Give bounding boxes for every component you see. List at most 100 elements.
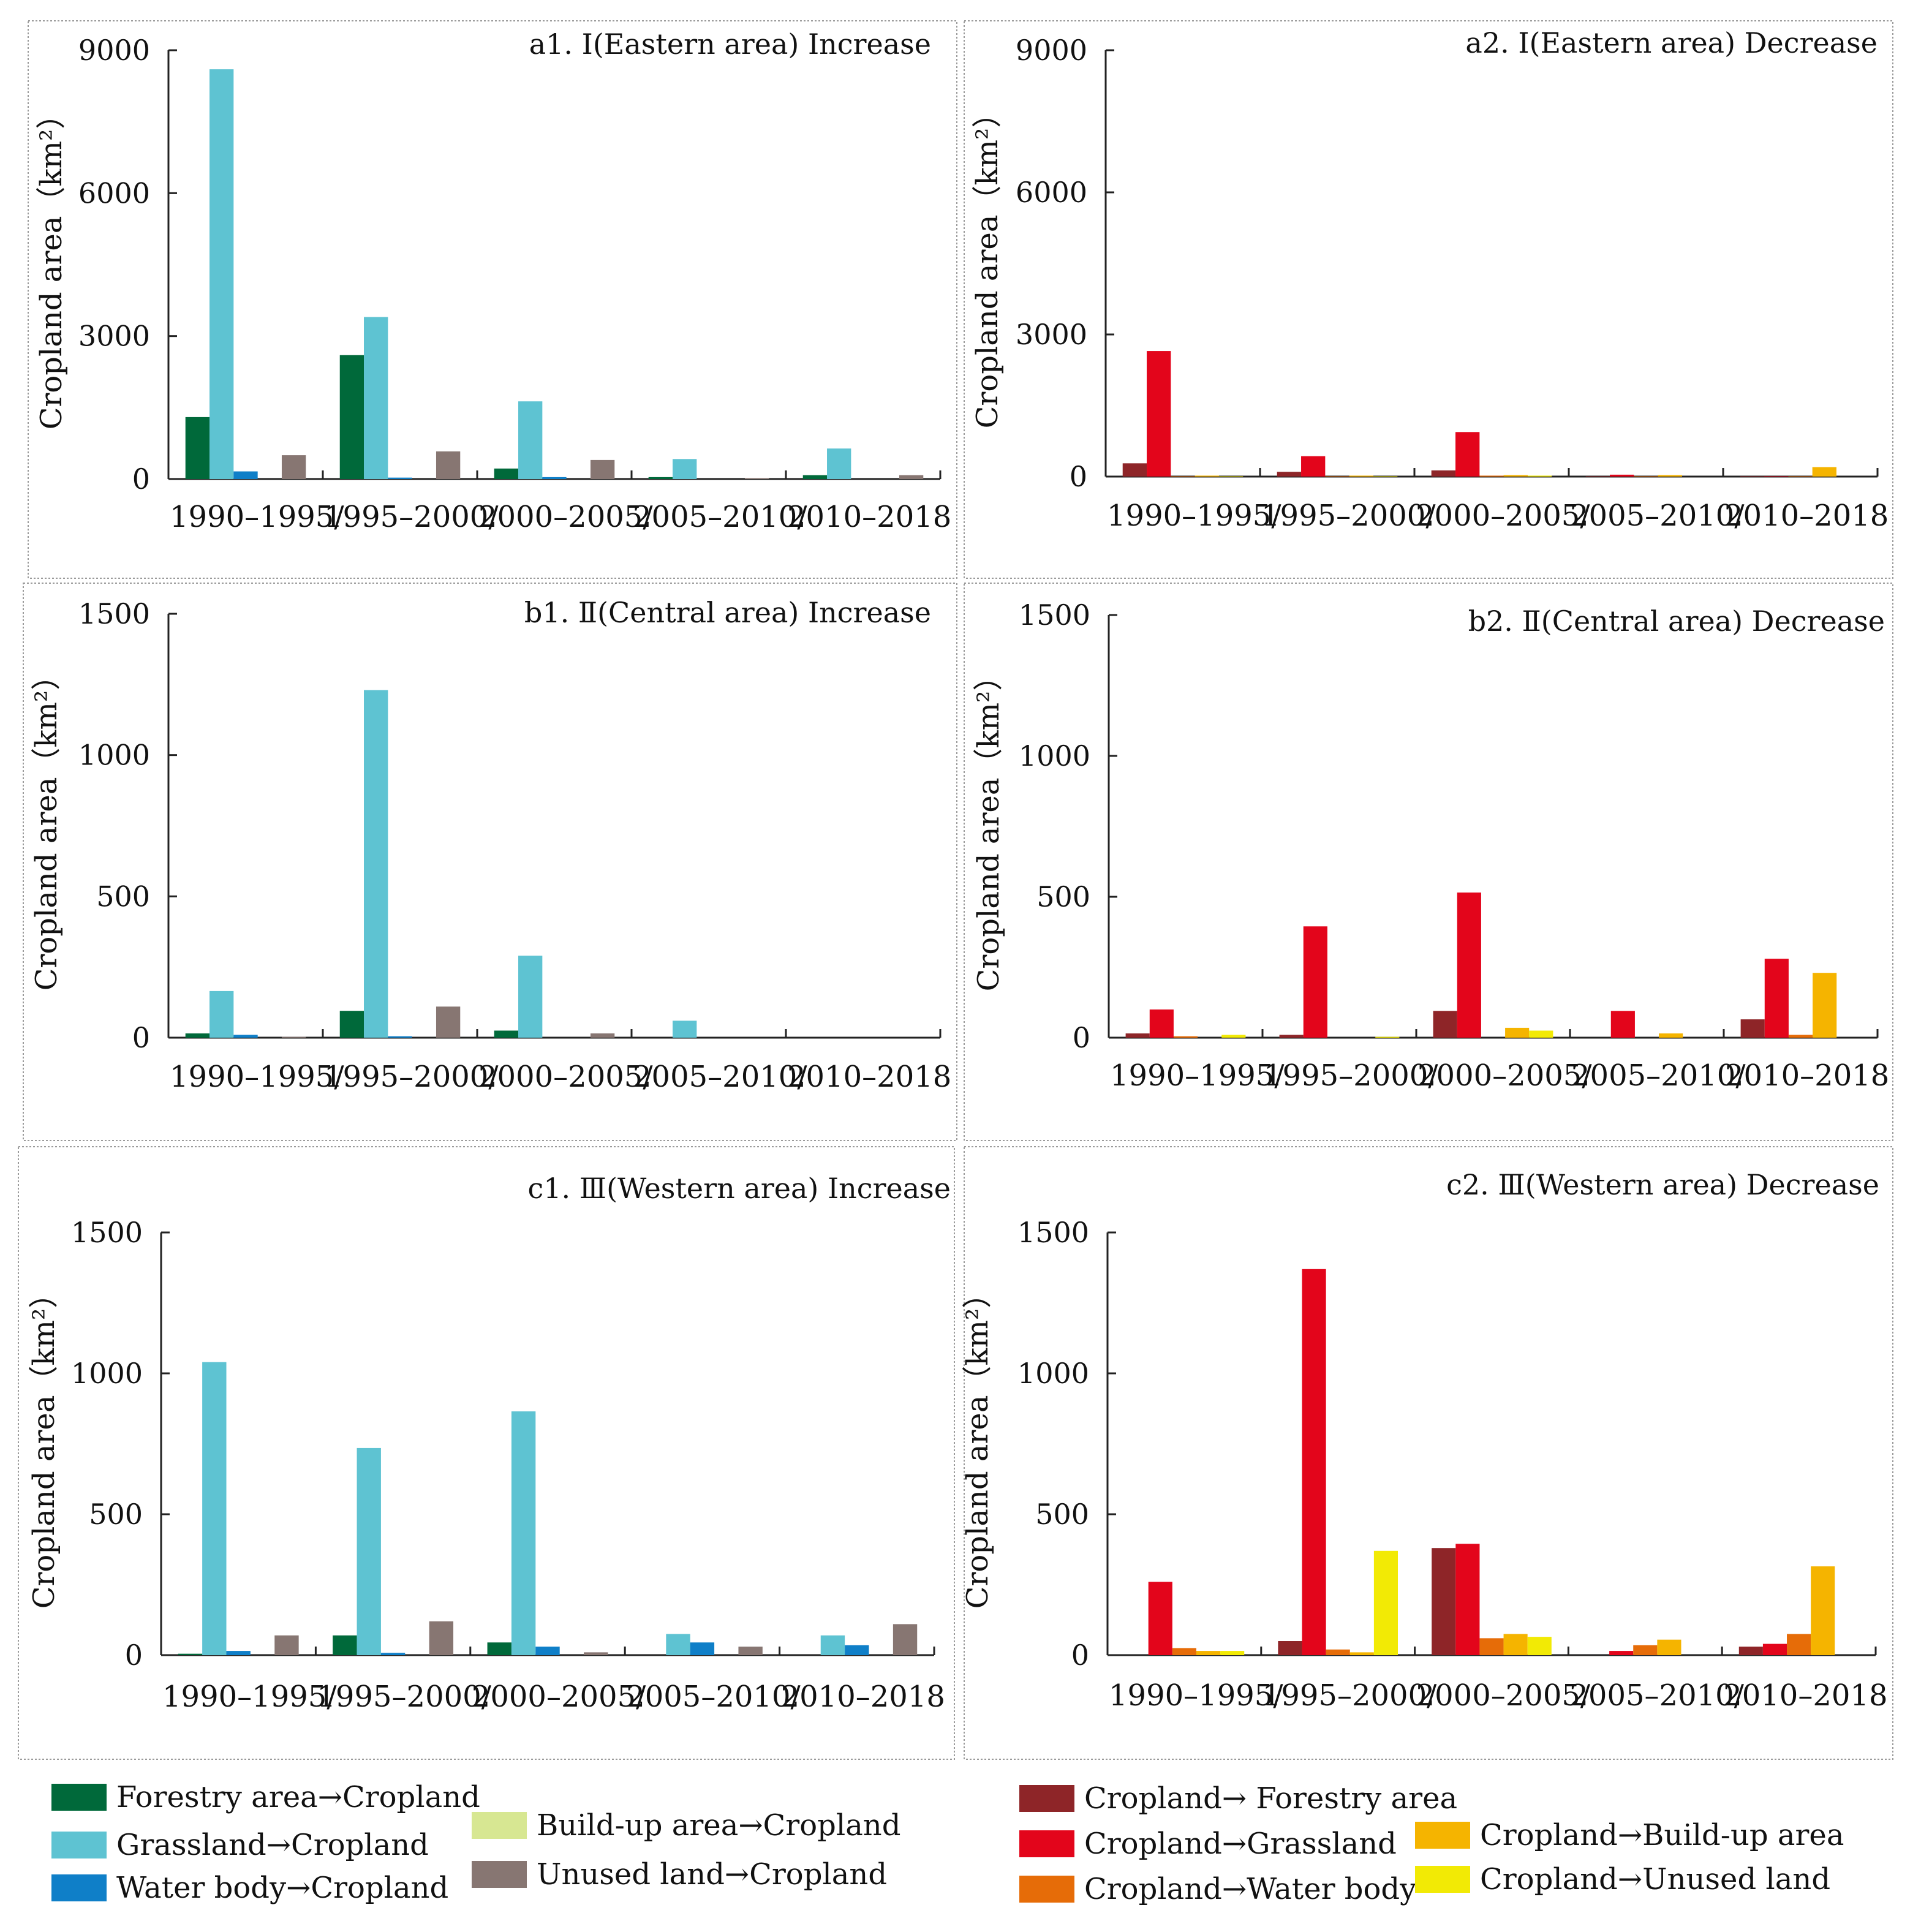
bar (494, 468, 519, 479)
bar (1279, 1035, 1304, 1038)
bar (1529, 1030, 1553, 1038)
bar (1455, 1544, 1480, 1655)
bar (281, 455, 306, 479)
x-tick-label: 2010–2018 (787, 1060, 951, 1094)
x-tick-label: 2005–2010/ (633, 500, 807, 534)
bar (339, 355, 364, 479)
bar (436, 1006, 461, 1038)
x-tick-label: 2010–2018 (1725, 1058, 1889, 1093)
y-tick-label: 0 (132, 462, 150, 496)
bar (1634, 476, 1658, 477)
bar (333, 1635, 357, 1655)
x-tick-label: 2000–2005/ (478, 500, 653, 534)
bar (388, 1036, 412, 1038)
bar (673, 1021, 697, 1038)
bar (802, 475, 828, 479)
bar (1277, 472, 1302, 477)
bar (1194, 475, 1219, 477)
panel-frame (964, 20, 1893, 579)
panel-frame (18, 1146, 955, 1760)
bar (185, 417, 210, 479)
bar (1609, 1651, 1634, 1655)
x-tick-label: 1995–2000/ (324, 500, 499, 534)
bar (1325, 476, 1349, 477)
y-tick-label: 500 (1036, 880, 1090, 913)
x-tick-label: 1995–2000/ (317, 1680, 491, 1714)
bar (494, 1030, 519, 1038)
bar (281, 1036, 306, 1038)
bar (209, 69, 234, 480)
x-tick-label: 2005–2010/ (1569, 1678, 1744, 1713)
bar (820, 1635, 845, 1655)
legend-label: Grassland→Cropland (116, 1828, 429, 1862)
bar (1122, 463, 1147, 477)
y-tick-label: 6000 (1016, 176, 1087, 209)
bar (209, 991, 234, 1038)
bar (1764, 959, 1789, 1038)
y-tick-label: 0 (132, 1021, 150, 1054)
bar (364, 317, 388, 479)
bar (518, 956, 543, 1038)
bar (1221, 1035, 1246, 1038)
x-tick-label: 1995–2000/ (324, 1060, 499, 1094)
legend-swatch (1415, 1822, 1470, 1849)
bar (1375, 1036, 1400, 1038)
bar (893, 1624, 918, 1655)
legend-label: Build-up area→Cropland (537, 1808, 900, 1843)
bar (429, 1621, 454, 1655)
bar (1503, 475, 1528, 477)
bar (357, 1447, 381, 1655)
bar (1171, 476, 1195, 477)
y-axis-label: Cropland area（km²） (27, 1279, 61, 1609)
bar (1527, 1637, 1552, 1655)
x-tick-label: 2010–2018 (781, 1680, 945, 1714)
panel-frame (964, 1146, 1893, 1760)
bar (1173, 1036, 1198, 1038)
x-tick-label: 2005–2010/ (633, 1060, 807, 1094)
bar (1813, 973, 1837, 1038)
x-tick-label: 2000–2005/ (478, 1060, 653, 1094)
bar (1302, 1269, 1326, 1655)
x-tick-label: 2000–2005/ (1416, 1678, 1591, 1713)
bar (1527, 475, 1552, 477)
x-tick-label: 1990–1995/ (1110, 1058, 1285, 1093)
bar (1633, 1645, 1658, 1655)
bar (1218, 476, 1244, 477)
bar (1787, 1634, 1811, 1655)
chart-panel-6: 0 500 1000 1500 1990–1995/1995–2000/2000–200… (961, 1146, 1893, 1760)
y-tick-label: 500 (1035, 1498, 1089, 1531)
y-axis-label: Cropland area（km²） (970, 99, 1005, 429)
legend-label: Cropland→Unused land (1480, 1862, 1830, 1896)
x-tick-label: 2000–2005/ (472, 1680, 646, 1714)
bar (1658, 475, 1682, 477)
x-tick-label: 1990–1995/ (170, 1060, 344, 1094)
bar (1278, 1641, 1302, 1655)
bar (1740, 476, 1765, 477)
y-axis-label: Cropland area（km²） (972, 662, 1006, 992)
x-tick-label: 1990–1995/ (170, 500, 344, 534)
bar (1148, 1582, 1172, 1655)
y-tick-label: 9000 (78, 34, 150, 67)
legend-label: Cropland→Water body (1084, 1872, 1416, 1906)
x-tick-label: 2005–2010/ (1570, 499, 1745, 533)
bar (511, 1411, 536, 1655)
x-tick-label: 2010–2018 (1723, 1678, 1887, 1713)
panel-title: b2. Ⅱ(Central area) Decrease (1468, 605, 1885, 638)
bar (1373, 476, 1398, 477)
bar (436, 451, 461, 479)
y-tick-label: 0 (125, 1639, 143, 1672)
bar (1585, 476, 1610, 477)
bar (827, 448, 851, 479)
bar (590, 1033, 615, 1038)
x-tick-label: 1995–2000/ (1262, 1678, 1437, 1713)
y-tick-label: 500 (96, 880, 150, 913)
bar (1349, 1652, 1374, 1655)
bar (1740, 1019, 1765, 1038)
legend-swatch (472, 1861, 527, 1888)
legend-swatch (472, 1812, 527, 1839)
legend-label: Cropland→Build-up area (1480, 1818, 1844, 1852)
bar (1610, 1011, 1635, 1038)
y-axis-label: Cropland area（km²） (961, 1279, 995, 1609)
bar (1149, 1009, 1174, 1038)
bar (1479, 1638, 1504, 1655)
